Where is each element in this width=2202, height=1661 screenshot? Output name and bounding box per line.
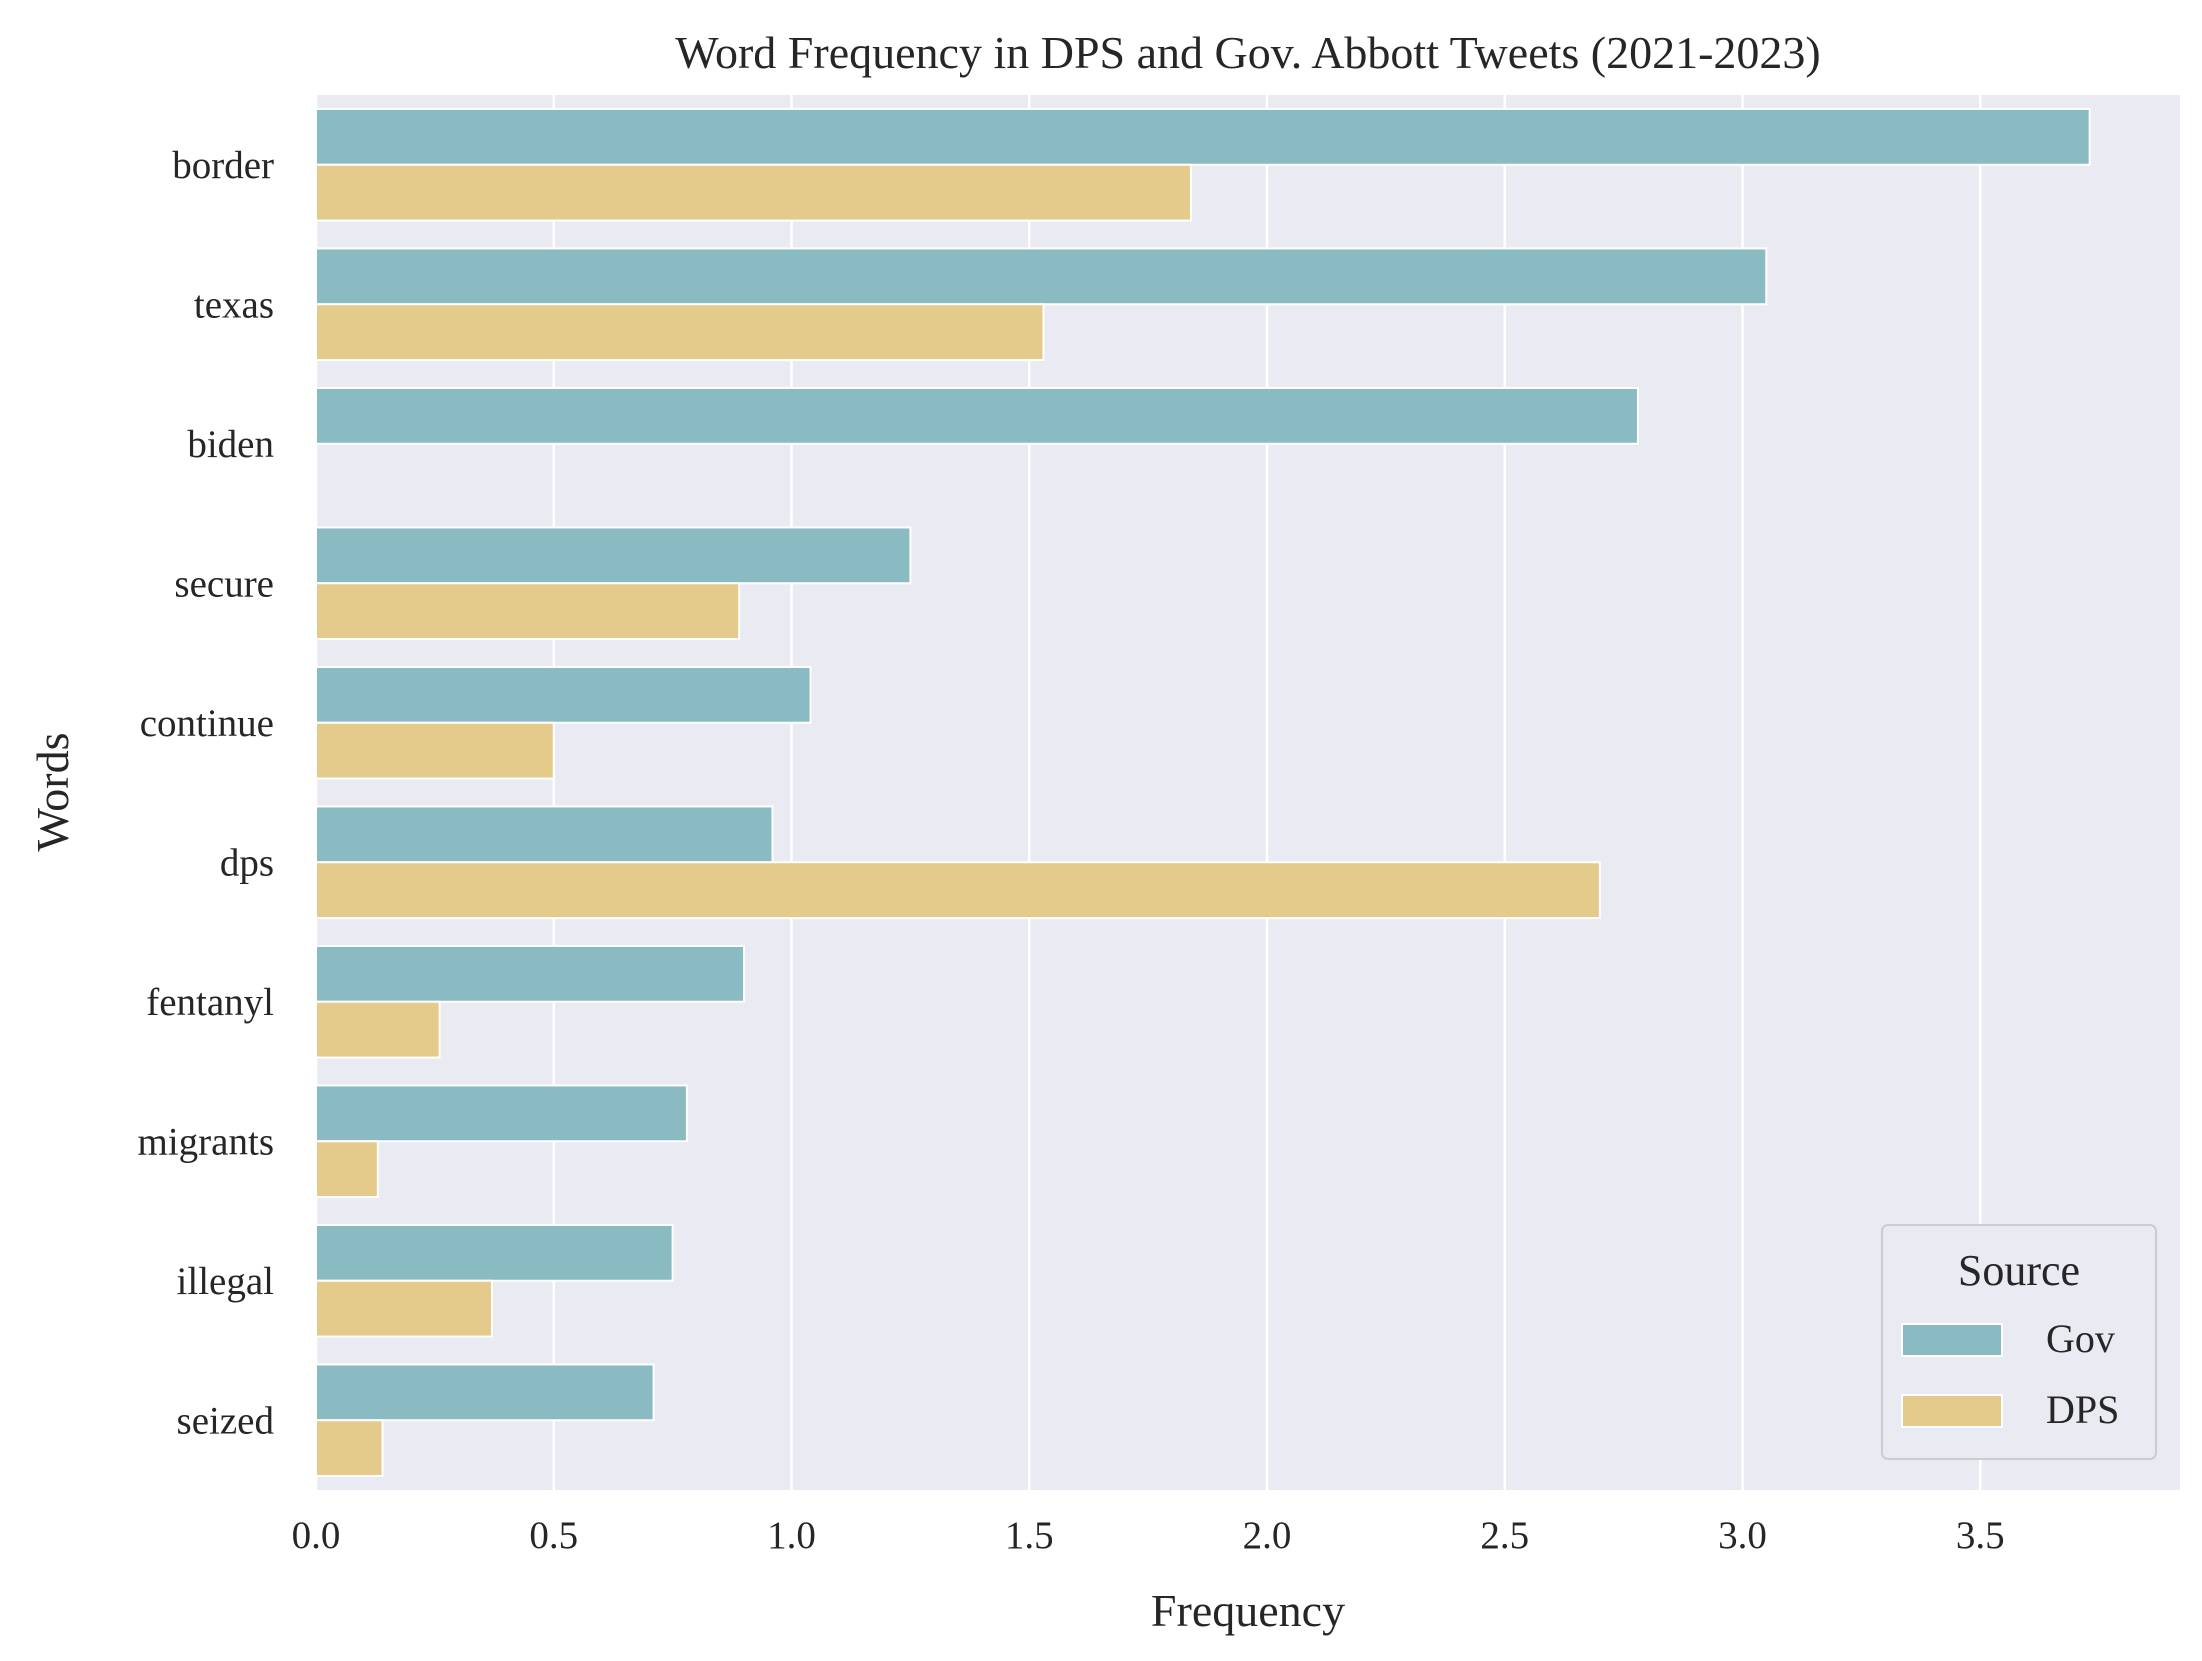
bar-gov-border (315, 107, 2091, 166)
legend-swatch-gov (1901, 1323, 2003, 1357)
legend-label-dps: DPS (2046, 1387, 2119, 1432)
y-tick-label: migrants (138, 1120, 274, 1163)
x-tick-label: 1.0 (767, 1514, 816, 1557)
bar-dps-seized (315, 1419, 384, 1478)
bar-dps-continue (315, 721, 555, 780)
legend: Source Gov DPS (1881, 1224, 2157, 1460)
bar-dps-migrants (315, 1140, 379, 1199)
y-tick-label: texas (194, 283, 274, 326)
legend-swatch-dps (1901, 1394, 2003, 1428)
bar-dps-texas (315, 303, 1045, 362)
bars (315, 107, 2091, 1478)
chart-title: Word Frequency in DPS and Gov. Abbott Tw… (675, 27, 1821, 78)
x-axis-label: Frequency (1151, 1585, 1345, 1636)
x-tick-label: 2.5 (1480, 1514, 1529, 1557)
x-tick-label: 1.5 (1005, 1514, 1054, 1557)
bar-dps-dps (315, 861, 1601, 920)
y-tick-label: biden (187, 423, 274, 466)
bar-dps-secure (315, 582, 741, 641)
y-tick-label: seized (177, 1399, 275, 1442)
x-tick-label: 2.0 (1243, 1514, 1292, 1557)
y-tick-label: dps (220, 841, 274, 884)
x-tick-label: 3.5 (1956, 1514, 2005, 1557)
x-tick-label: 0.0 (292, 1514, 341, 1557)
bar-gov-fentanyl (315, 944, 745, 1003)
bar-gov-dps (315, 805, 774, 864)
bar-dps-illegal (315, 1279, 493, 1338)
x-tick-label: 0.5 (529, 1514, 578, 1557)
y-tick-label: secure (174, 562, 274, 605)
bar-gov-secure (315, 526, 912, 585)
y-tick-label: fentanyl (146, 981, 274, 1024)
legend-label-gov: Gov (2046, 1316, 2115, 1361)
legend-title: Source (1958, 1246, 2080, 1295)
y-tick-labels: border texas biden secure continue dps fentany… (138, 144, 275, 1443)
bar-gov-illegal (315, 1223, 674, 1282)
bar-gov-biden (315, 386, 1639, 445)
y-axis-label: Words (27, 733, 78, 852)
bar-dps-border (315, 163, 1192, 222)
y-tick-label: illegal (177, 1260, 275, 1303)
x-tick-label: 3.0 (1718, 1514, 1767, 1557)
y-tick-label: border (172, 144, 274, 187)
bar-gov-continue (315, 665, 812, 724)
bar-gov-migrants (315, 1084, 688, 1143)
bar-gov-texas (315, 247, 1768, 306)
x-tick-labels: 0.0 0.5 1.0 1.5 2.0 2.5 3.0 3.5 (292, 1514, 2005, 1557)
bar-dps-fentanyl (315, 1000, 441, 1059)
bar-gov-seized (315, 1363, 655, 1422)
y-tick-label: continue (140, 702, 274, 745)
